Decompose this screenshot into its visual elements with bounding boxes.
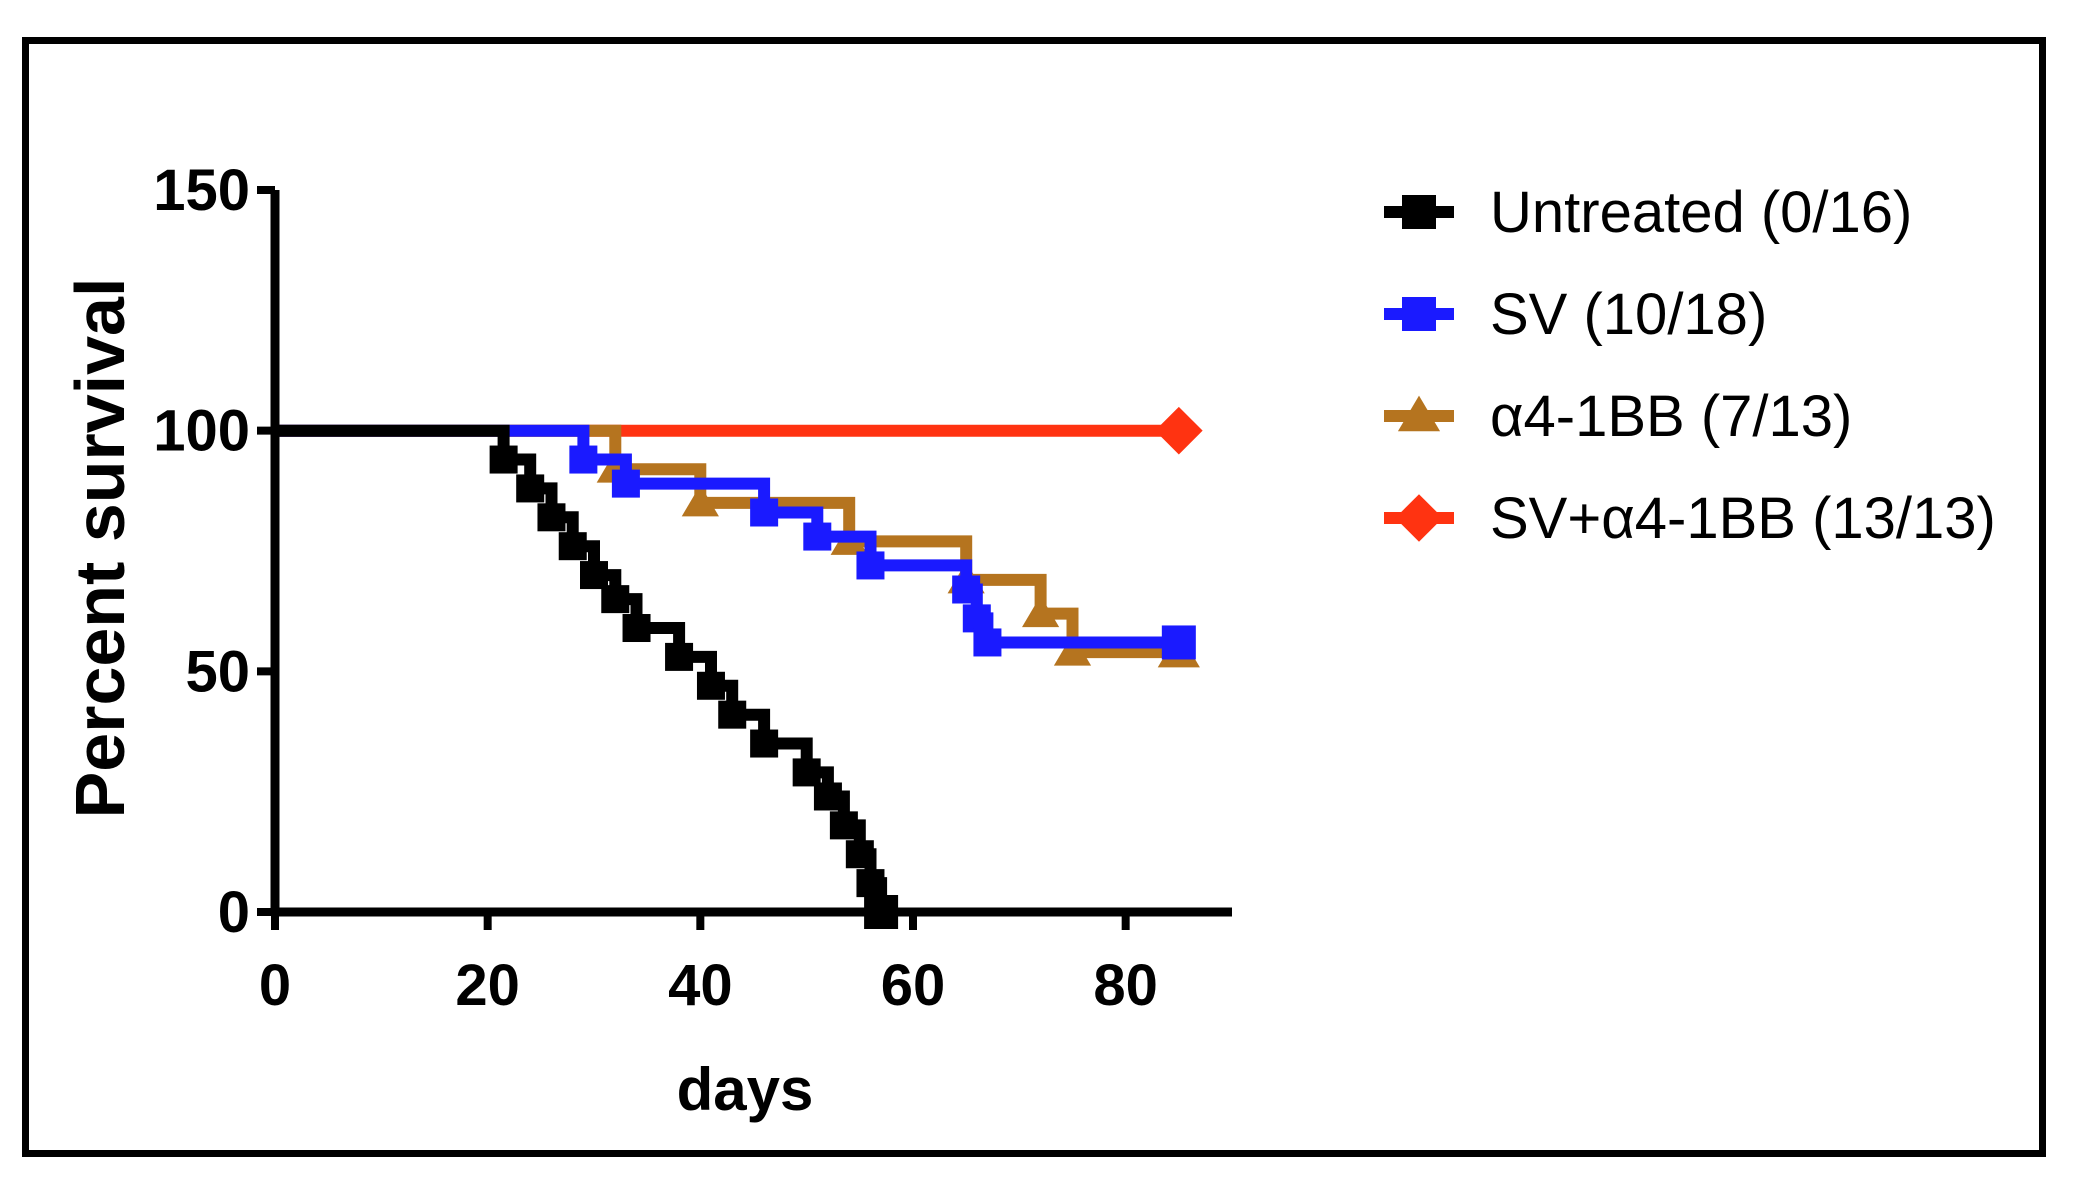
x-tick-label: 20 xyxy=(455,953,520,1018)
series-marker xyxy=(569,445,598,474)
series-marker xyxy=(622,614,651,643)
legend-item: α4-1BB (7/13) xyxy=(1384,384,1852,449)
legend-label: Untreated (0/16) xyxy=(1490,180,1912,245)
series-marker xyxy=(1053,634,1092,666)
series-marker xyxy=(665,642,694,671)
series-2 xyxy=(275,424,1200,668)
series-marker xyxy=(750,729,779,758)
series-marker xyxy=(1022,595,1060,628)
series-marker xyxy=(856,869,885,898)
y-tick-label: 0 xyxy=(218,880,250,945)
x-tick-label: 0 xyxy=(259,953,291,1018)
series-end-marker xyxy=(1161,625,1196,660)
legend-label: SV+α4-1BB (13/13) xyxy=(1490,486,1996,551)
x-tick-label: 40 xyxy=(668,953,733,1018)
series-marker xyxy=(696,671,725,700)
series-marker xyxy=(580,561,608,590)
legend-marker xyxy=(1395,494,1443,542)
series-marker xyxy=(611,469,640,498)
legend-marker xyxy=(1402,297,1436,331)
series-marker xyxy=(845,840,874,869)
series-marker xyxy=(803,522,832,551)
y-axis: 0 50 100 150 xyxy=(153,158,280,945)
series-end-marker xyxy=(1155,406,1203,455)
series-marker xyxy=(601,585,630,614)
x-axis-title: days xyxy=(677,1056,814,1123)
x-axis: 0 20 40 60 80 xyxy=(259,907,1232,1018)
x-ticks: 0 20 40 60 80 xyxy=(259,912,1158,1018)
series-marker xyxy=(750,498,779,527)
series-marker xyxy=(489,445,518,474)
legend-item: SV (10/18) xyxy=(1384,282,1767,347)
series-marker xyxy=(516,474,545,503)
series-marker xyxy=(829,811,858,840)
series-1 xyxy=(275,424,1196,660)
series-marker xyxy=(856,551,885,580)
y-tick-label: 150 xyxy=(153,158,250,223)
series-marker xyxy=(558,532,587,561)
plot-area xyxy=(275,406,1203,929)
series-marker xyxy=(962,604,991,633)
series-marker xyxy=(718,700,747,729)
chart-frame xyxy=(22,37,2046,1157)
legend-label: SV (10/18) xyxy=(1490,282,1767,347)
x-tick-label: 80 xyxy=(1093,953,1158,1018)
legend-item: SV+α4-1BB (13/13) xyxy=(1384,486,1996,551)
legend: Untreated (0/16) SV (10/18) α4-1BB (7/13) S… xyxy=(1384,180,1996,551)
legend-label: α4-1BB (7/13) xyxy=(1490,384,1852,449)
x-tick-label: 60 xyxy=(881,953,946,1018)
series-marker xyxy=(792,758,821,787)
y-ticks: 0 50 100 150 xyxy=(153,158,275,945)
y-axis-title: Percent survival xyxy=(61,278,139,819)
series-marker xyxy=(973,628,1002,657)
legend-marker xyxy=(1397,395,1441,432)
legend-marker xyxy=(1402,195,1436,229)
series-0 xyxy=(275,424,899,929)
series-marker xyxy=(952,575,981,604)
series-marker xyxy=(813,782,842,811)
y-tick-label: 50 xyxy=(185,639,250,704)
series-marker xyxy=(681,484,719,517)
legend-item: Untreated (0/16) xyxy=(1384,180,1912,245)
series-marker xyxy=(537,503,566,532)
y-tick-label: 100 xyxy=(153,399,250,464)
